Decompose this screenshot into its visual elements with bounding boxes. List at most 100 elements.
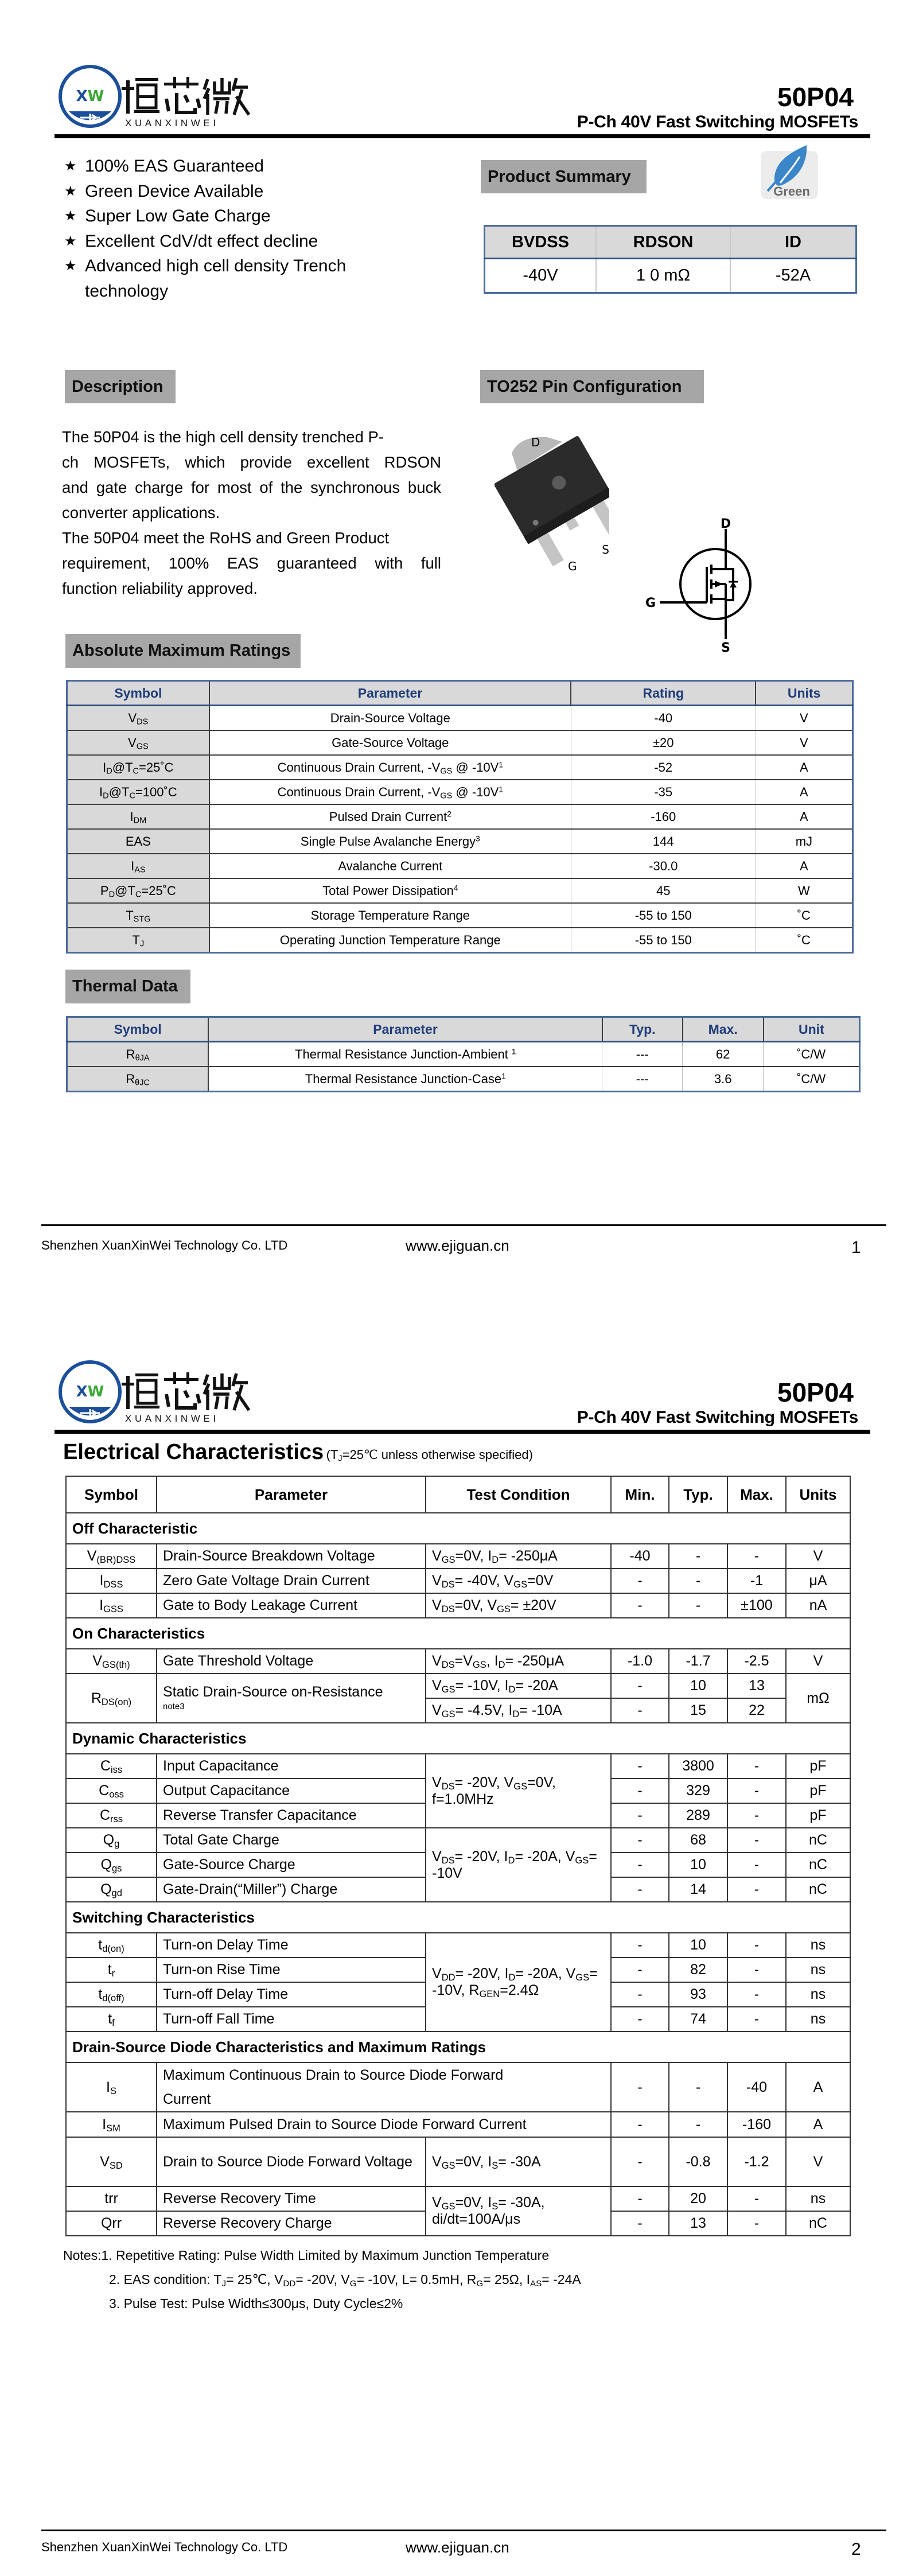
test-condition-cell: VGS=0V, IS= -30A (425, 2137, 612, 2187)
table-row: ID@TC=25˚C Continuous Drain Current, -VGS… (67, 755, 854, 780)
product-summary-heading: Product Summary (481, 160, 647, 193)
symbol-label-s: S (721, 641, 730, 654)
unit-cell: nC (785, 1877, 851, 1902)
parameter-cell: Turn-off Delay Time (156, 1982, 426, 2007)
feature-item: technology (64, 279, 346, 304)
table-row: IDM Pulsed Drain Current2 -160 A (67, 804, 854, 830)
min-cell: - (610, 1778, 669, 1804)
table-row: Qg Total Gate Charge VDS= -20V, ID= -20A, … (65, 1827, 851, 1902)
symbol-cell: Crss (65, 1803, 157, 1828)
value-cell: A (756, 804, 854, 830)
typ-cell: - (668, 1543, 728, 1569)
symbol-cell: RDS(on) (65, 1673, 157, 1723)
min-cell: - (610, 2137, 669, 2187)
summary-header-id: ID (730, 225, 857, 259)
unit-cell: V (785, 2137, 851, 2187)
typ-cell: 329 (668, 1778, 728, 1804)
note-line: 2. EAS condition: TJ= 25℃, VDD= -20V, VG… (109, 2272, 581, 2289)
parameter-cell: Gate to Body Leakage Current (156, 1593, 426, 1618)
value-cell: Gate-Source Voltage (209, 730, 571, 756)
description-text: The 50P04 is the high cell density trenc… (62, 425, 441, 601)
svg-text:XW: XW (76, 1383, 104, 1400)
part-number: 50P04 (777, 1378, 854, 1407)
value-cell: Continuous Drain Current, -VGS @ -10V1 (209, 755, 571, 780)
description-heading: Description (65, 370, 176, 403)
parameter-cell: Maximum Pulsed Drain to Source Diode For… (156, 2111, 612, 2138)
table-row: V(BR)DSS Drain-Source Breakdown Voltage VG… (65, 1543, 851, 1569)
symbol-cell: Qg (65, 1827, 157, 1853)
typ-cell: 93 (668, 1982, 728, 2007)
parameter-cell: Total Gate Charge (156, 1827, 426, 1853)
symbol-cell: EAS (67, 829, 210, 854)
parameter-cell: Reverse Transfer Capacitance (156, 1803, 426, 1828)
typ-cell: 74 (668, 2006, 728, 2032)
footer-company: Shenzhen XuanXinWei Technology Co. LTD (41, 1238, 288, 1252)
table-row: IAS Avalanche Current -30.0 A (67, 854, 854, 879)
description-line: The 50P04 meet the RoHS and Green Produc… (62, 529, 390, 547)
symbol-cell: VGS(th) (65, 1648, 157, 1674)
unit-cell: ns (785, 1957, 851, 1983)
table-row: Qrr Reverse Recovery Charge -13- nC (65, 2211, 851, 2236)
table-row: VSD Drain to Source Diode Forward Voltage… (65, 2137, 851, 2187)
table-row: IS Maximum Continuous Drain to Source Dio… (65, 2062, 851, 2112)
value-cell: Total Power Dissipation4 (209, 878, 571, 904)
value-cell: -55 to 150 (571, 903, 756, 928)
unit-cell: A (785, 2062, 851, 2112)
typ-cell: 20 (668, 2186, 728, 2212)
section-row: Off Characteristic (65, 1512, 851, 1544)
parameter-cell: Gate-Source Charge (156, 1852, 426, 1878)
header-divider (54, 1430, 870, 1434)
column-header: Rating (571, 680, 757, 706)
table-row: tf Turn-off Fall Time -74- ns (65, 2006, 851, 2032)
max-cell: - (727, 1543, 787, 1569)
symbol-cell: tr (65, 1957, 157, 1983)
parameter-cell: Gate Threshold Voltage (156, 1648, 426, 1674)
unit-cell: nC (785, 1827, 851, 1853)
test-condition-cell: VDS=VGS, ID= -250μA (425, 1648, 612, 1674)
value-cell: Avalanche Current (209, 854, 571, 879)
package-label-s: S (602, 543, 609, 557)
section-title: Dynamic Characteristics (65, 1722, 851, 1754)
unit-cell: V (785, 1648, 851, 1674)
value-cell: Thermal Resistance Junction-Case1 (208, 1067, 603, 1092)
test-condition-cell: VGS= -10V, ID= -20A (425, 1673, 612, 1699)
typ-cell: 10 (668, 1673, 728, 1699)
thermal-table: Symbol Parameter Typ. Max. Unit RθJA Thermal R… (66, 1016, 861, 1092)
table-row: RθJC Thermal Resistance Junction-Case1 ---… (67, 1067, 860, 1092)
min-cell: - (610, 2111, 669, 2138)
max-cell: -1 (727, 1568, 787, 1594)
parameter-cell: Gate-Drain(“Miller”) Charge (156, 1877, 426, 1902)
feature-item: ★ Super Low Gate Charge (64, 204, 346, 229)
max-cell: 22 (727, 1698, 787, 1723)
table-row: Qgs Gate-Source Charge -10- nC (65, 1852, 851, 1878)
section-row: Dynamic Characteristics (65, 1722, 851, 1754)
part-subtitle: P-Ch 40V Fast Switching MOSFETs (577, 1408, 859, 1427)
summary-header-bvdss: BVDSS (484, 225, 597, 259)
table-row: RDS(on) Static Drain-Source on-Resistance… (65, 1673, 851, 1723)
typ-cell: 14 (668, 1877, 728, 1902)
table-row: Qgd Gate-Drain(“Miller”) Charge -14- nC (65, 1877, 851, 1902)
symbol-cell: Coss (65, 1778, 157, 1804)
section-title: Drain-Source Diode Characteristics and M… (65, 2031, 851, 2063)
table-row: IDSS Zero Gate Voltage Drain Current VDS= … (65, 1568, 851, 1594)
table-row: Ciss Input Capacitance VDS= -20V, VGS=0V, … (65, 1753, 851, 1828)
star-icon: ★ (64, 233, 77, 249)
symbol-cell: IDSS (65, 1568, 157, 1594)
description-line: ch MOSFETs, which provide excellent RDSO… (62, 453, 441, 471)
footer-website[interactable]: www.ejiguan.cn (406, 2539, 509, 2556)
description-line: requirement, 100% EAS guaranteed with fu… (62, 554, 441, 572)
symbol-cell: PD@TC=25˚C (67, 878, 210, 904)
min-cell: - (610, 1877, 669, 1902)
electrical-condition: (TJ=25℃ unless otherwise specified) (326, 1447, 533, 1464)
min-cell: - (610, 2186, 669, 2212)
min-cell: - (610, 2006, 669, 2032)
table-row: VGS(th) Gate Threshold Voltage VDS=VGS, ID… (65, 1648, 851, 1674)
footer-website[interactable]: www.ejiguan.cn (406, 1237, 509, 1254)
column-header: Typ. (668, 1476, 728, 1513)
logo-chinese-glyphs (122, 1372, 251, 1411)
feature-text: technology (85, 281, 169, 301)
symbol-cell: ID@TC=100˚C (67, 780, 210, 805)
symbol-cell: ID@TC=25˚C (67, 755, 210, 780)
unit-cell: A (785, 2111, 851, 2138)
min-cell: - (610, 1852, 669, 1878)
